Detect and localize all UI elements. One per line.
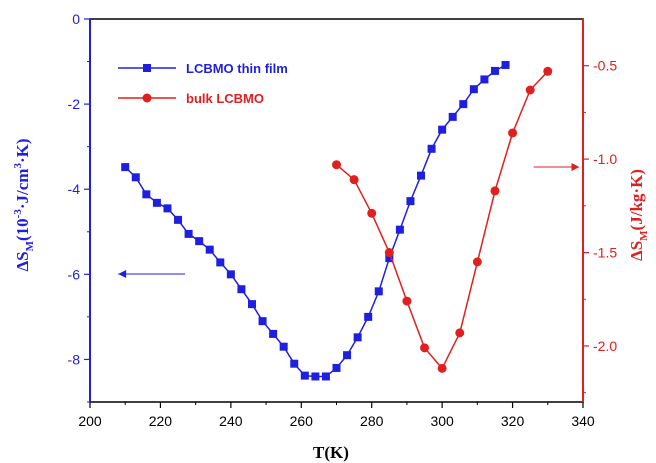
data-point	[279, 342, 288, 351]
data-point	[131, 173, 140, 182]
data-point	[406, 197, 415, 206]
data-point	[384, 248, 394, 258]
left-arrow-icon	[118, 270, 127, 278]
left-y-label-mid: ·J/cm	[13, 169, 32, 210]
data-point	[311, 372, 320, 381]
left-y-label-sub: M	[24, 240, 36, 251]
x-axis: 200 220 240 260 280 300 320 340	[78, 402, 595, 429]
right-y-tick-label: -0.5	[593, 58, 617, 74]
left-y-tick-label: -8	[68, 351, 81, 367]
right-y-label-main: ΔS	[627, 241, 646, 261]
data-point	[163, 204, 172, 213]
left-y-axis: 0 -2 -4 -6 -8	[68, 11, 90, 403]
x-tick-label: 220	[149, 413, 173, 429]
data-point	[490, 66, 499, 75]
data-point	[258, 317, 267, 326]
data-point	[205, 245, 214, 254]
data-point	[437, 363, 447, 373]
data-point	[525, 85, 535, 95]
right-y-label-sub: M	[638, 230, 650, 241]
x-tick-label: 320	[501, 413, 525, 429]
data-point	[448, 112, 457, 121]
data-point	[195, 237, 204, 246]
data-point	[420, 343, 430, 353]
annotations	[118, 163, 580, 278]
data-point	[438, 125, 447, 134]
data-point	[300, 371, 309, 380]
data-point	[174, 215, 183, 224]
right-y-tick-label: -2.0	[593, 338, 617, 354]
right-y-tick-label: -1.0	[593, 151, 617, 167]
left-y-tick-label: 0	[72, 11, 80, 27]
x-tick-label: 240	[219, 413, 243, 429]
data-point	[349, 175, 359, 185]
data-point	[332, 363, 341, 372]
data-point	[367, 208, 377, 218]
x-tick-label: 260	[290, 413, 314, 429]
left-y-label-end: ·K)	[13, 138, 32, 163]
right-y-axis-title: ΔSM(J/kg·K)	[627, 169, 650, 261]
data-point	[321, 372, 330, 381]
x-tick-label: 340	[571, 413, 595, 429]
data-point	[353, 333, 362, 342]
left-y-label-sup: -3	[12, 209, 24, 219]
series-line	[336, 70, 549, 370]
data-point	[417, 171, 426, 180]
x-tick-label: 300	[430, 413, 454, 429]
data-point	[480, 75, 489, 84]
data-point	[508, 128, 518, 138]
data-point	[332, 160, 341, 170]
series-layer	[121, 60, 553, 381]
data-point	[469, 85, 478, 94]
left-y-tick-label: -2	[68, 96, 81, 112]
data-point	[121, 163, 130, 172]
legend-label: LCBMO thin film	[186, 61, 288, 76]
data-point	[402, 296, 412, 306]
data-point	[459, 100, 468, 109]
left-y-label-rest: (10	[13, 218, 32, 241]
right-arrow-icon	[571, 163, 580, 171]
data-point	[290, 359, 299, 368]
data-point	[490, 186, 500, 196]
data-point	[364, 312, 373, 321]
legend: LCBMO thin film bulk LCBMO	[118, 61, 288, 106]
series-line	[124, 64, 506, 378]
data-point	[152, 198, 161, 207]
data-point	[395, 225, 404, 234]
left-y-tick-label: -6	[68, 266, 81, 282]
data-point	[237, 285, 246, 294]
left-y-label-sup2: 3	[12, 163, 24, 169]
x-tick-label: 200	[78, 413, 102, 429]
right-y-label-rest: (J/kg·K)	[627, 169, 646, 230]
data-point	[247, 300, 256, 309]
left-y-axis-title: ΔSM(10-3·J/cm3·K)	[12, 138, 36, 271]
x-tick-label: 280	[360, 413, 384, 429]
left-y-label-main: ΔS	[13, 251, 32, 271]
series-thin-film	[121, 60, 510, 381]
legend-label: bulk LCBMO	[186, 91, 264, 106]
data-point	[269, 329, 278, 338]
data-point	[385, 254, 394, 263]
data-point	[543, 66, 553, 76]
legend-marker	[143, 64, 151, 72]
series-bulk	[332, 66, 553, 373]
data-point	[216, 258, 225, 267]
data-point	[374, 287, 383, 296]
data-point	[142, 190, 151, 199]
legend-marker	[142, 93, 152, 103]
data-point	[226, 270, 235, 279]
right-y-tick-label: -1.5	[593, 245, 617, 261]
data-point	[427, 144, 436, 153]
left-y-tick-label: -4	[68, 181, 81, 197]
data-point	[184, 229, 193, 238]
data-point	[501, 60, 510, 69]
data-point	[472, 257, 482, 267]
data-point	[343, 351, 352, 360]
data-point	[455, 328, 465, 338]
right-y-axis: -0.5 -1.0 -1.5 -2.0	[583, 58, 617, 394]
x-axis-title: T(K)	[313, 443, 349, 462]
